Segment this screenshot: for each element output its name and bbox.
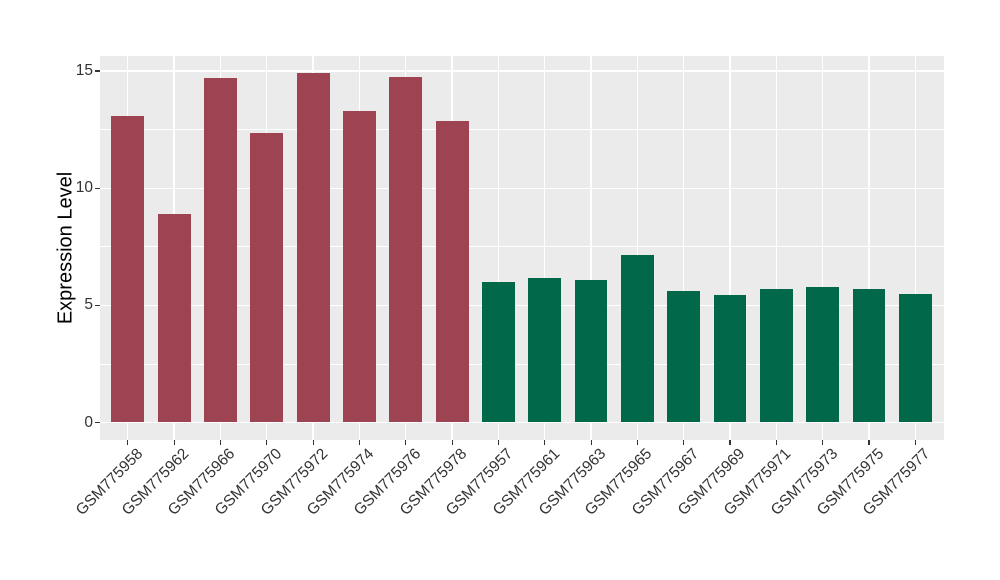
bar-GSM775967 bbox=[667, 291, 701, 423]
category-gridline bbox=[683, 56, 685, 440]
bar-GSM775978 bbox=[435, 121, 469, 423]
bar-GSM775977 bbox=[899, 293, 932, 423]
category-gridline bbox=[544, 56, 546, 440]
bar-GSM775961 bbox=[528, 278, 562, 423]
x-axis-tick bbox=[312, 440, 314, 445]
category-gridline bbox=[729, 56, 731, 440]
x-axis-tick bbox=[127, 440, 129, 445]
x-axis-tick bbox=[729, 440, 731, 445]
bar-GSM775966 bbox=[204, 78, 237, 423]
y-axis-tick bbox=[95, 421, 100, 424]
x-axis-tick bbox=[219, 440, 222, 445]
major-gridline bbox=[100, 304, 944, 307]
category-gridline bbox=[775, 56, 778, 440]
y-axis-tick bbox=[95, 70, 100, 72]
bar-GSM775971 bbox=[760, 288, 793, 423]
bar-GSM775958 bbox=[111, 115, 145, 423]
x-axis-tick bbox=[683, 440, 685, 445]
minor-gridline bbox=[100, 363, 944, 365]
y-axis-tick bbox=[95, 187, 100, 189]
major-gridline bbox=[100, 70, 944, 72]
x-axis-tick bbox=[868, 440, 870, 445]
bar-GSM775973 bbox=[806, 286, 840, 423]
x-axis-tick bbox=[590, 440, 592, 445]
category-gridline bbox=[590, 56, 592, 440]
bar-GSM775969 bbox=[713, 294, 747, 423]
x-axis-tick bbox=[173, 440, 175, 445]
x-axis-tick bbox=[775, 440, 777, 445]
bar-GSM775970 bbox=[250, 133, 284, 423]
major-gridline bbox=[100, 421, 944, 424]
y-tick-label: 0 bbox=[84, 413, 93, 431]
category-gridline bbox=[636, 56, 639, 440]
x-axis-tick bbox=[451, 440, 453, 445]
x-axis-tick bbox=[544, 440, 546, 445]
bar-GSM775972 bbox=[296, 73, 330, 423]
x-axis-tick bbox=[822, 440, 824, 445]
x-axis-tick bbox=[636, 440, 639, 445]
minor-gridline bbox=[100, 246, 944, 248]
category-gridline bbox=[868, 56, 870, 440]
x-axis-tick bbox=[914, 440, 916, 445]
x-axis-tick bbox=[266, 440, 268, 445]
plot-panel bbox=[100, 56, 944, 440]
major-gridline bbox=[100, 187, 944, 189]
x-axis-tick bbox=[497, 440, 500, 445]
bar-GSM775963 bbox=[574, 279, 608, 423]
category-gridline bbox=[497, 56, 500, 440]
category-gridline bbox=[914, 56, 917, 440]
minor-gridline bbox=[100, 129, 944, 131]
y-tick-label: 10 bbox=[75, 179, 93, 197]
y-tick-label: 15 bbox=[75, 62, 93, 80]
bar-GSM775975 bbox=[852, 288, 886, 423]
category-gridline bbox=[822, 56, 824, 440]
x-axis-tick bbox=[405, 440, 407, 445]
bar-GSM775965 bbox=[621, 254, 654, 423]
bar-GSM775974 bbox=[343, 110, 376, 423]
y-axis-tick bbox=[95, 304, 100, 306]
bar-GSM775962 bbox=[157, 213, 191, 423]
bar-GSM775976 bbox=[389, 76, 423, 423]
y-tick-label: 5 bbox=[84, 296, 93, 314]
bar-GSM775957 bbox=[482, 281, 515, 423]
x-axis-tick bbox=[358, 440, 361, 445]
